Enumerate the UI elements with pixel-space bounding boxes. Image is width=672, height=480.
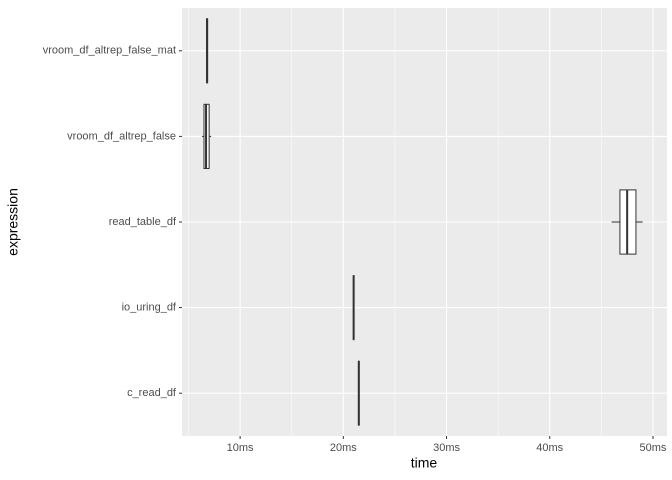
x-tick-label: 50ms [640,442,667,454]
y-tick-label: io_uring_df [122,302,177,314]
x-tick-label: 10ms [227,442,254,454]
x-axis-title: time [411,455,438,471]
y-axis-title: expression [5,188,21,256]
x-tick-label: 40ms [536,442,563,454]
y-tick-label: vroom_df_altrep_false [67,130,176,142]
x-tick-label: 30ms [433,442,460,454]
y-tick-label: read_table_df [109,216,177,228]
x-tick-label: 20ms [330,442,357,454]
y-tick-label: c_read_df [127,387,177,399]
y-tick-label: vroom_df_altrep_false_mat [43,45,176,57]
